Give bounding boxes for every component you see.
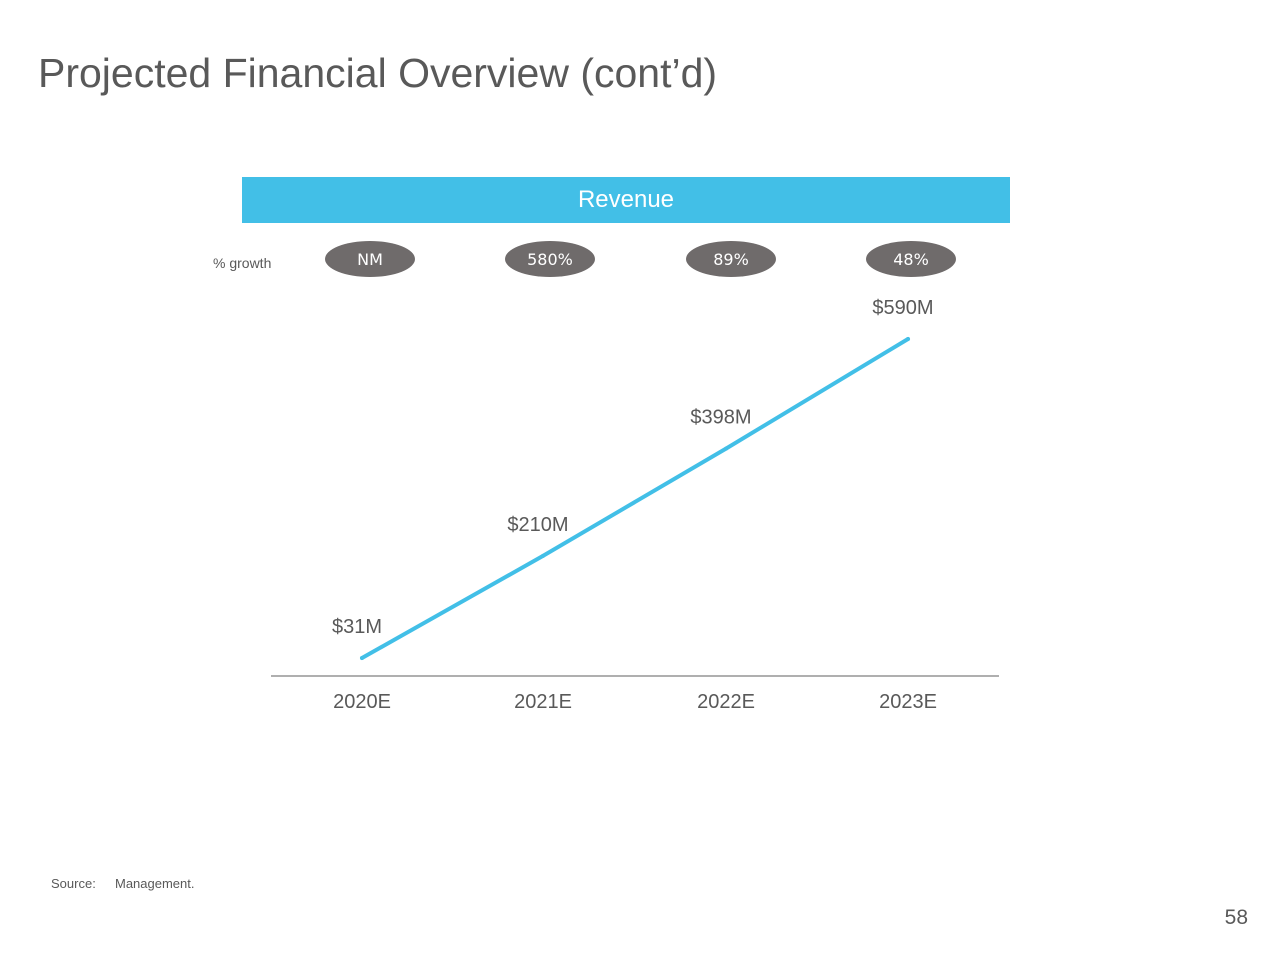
data-label-2021e: $210M [507, 514, 568, 536]
growth-badge-2022e: 89% [686, 241, 776, 277]
revenue-series-line [360, 337, 910, 660]
source-note: Source: Management. [51, 876, 195, 891]
data-label-2023e: $590M [872, 297, 933, 319]
source-label: Source: [51, 876, 96, 891]
data-point-2020e [360, 656, 364, 660]
page-title: Projected Financial Overview (cont’d) [38, 50, 718, 96]
x-tick-label-2020e: 2020E [333, 691, 391, 713]
x-tick-label-2022e: 2022E [697, 691, 755, 713]
data-label-2022e: $398M [690, 407, 751, 429]
data-point-2023e [906, 337, 910, 341]
source-text: Management. [115, 876, 195, 891]
growth-badge-2021e: 580% [505, 241, 595, 277]
data-point-2021e [541, 553, 545, 558]
growth-badge-2023e: 48% [866, 241, 956, 277]
data-point-2022e [724, 446, 728, 451]
growth-badge-2020e: NM [325, 241, 415, 277]
x-tick-label-2023e: 2023E [879, 691, 937, 713]
data-label-2020e: $31M [332, 616, 382, 638]
chart-title-banner: Revenue [242, 177, 1010, 223]
page-number: 58 [1224, 906, 1248, 929]
growth-row-label: % growth [213, 255, 272, 271]
x-tick-label-2021e: 2021E [514, 691, 572, 713]
